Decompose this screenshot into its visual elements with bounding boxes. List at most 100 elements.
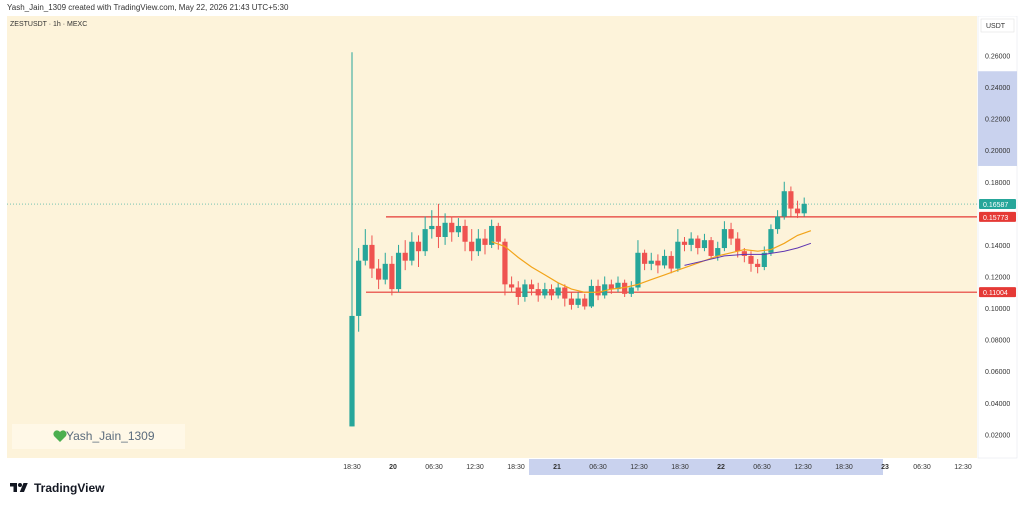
candle-body	[409, 241, 415, 261]
x-tick-label: 06:30	[589, 464, 607, 471]
candle-body	[435, 225, 442, 237]
candle-body	[695, 238, 701, 249]
y-tick-label: 0.06000	[985, 369, 1010, 376]
candle-body	[622, 282, 628, 294]
candle-body	[429, 225, 435, 230]
candle-body	[768, 229, 774, 253]
candle-body	[555, 287, 561, 296]
candle-body	[449, 222, 455, 233]
candle-body	[708, 240, 714, 256]
y-tick-label: 0.12000	[985, 274, 1010, 281]
candle-body	[455, 225, 461, 233]
y-tick-label: 0.04000	[985, 401, 1010, 408]
x-tick-label: 18:30	[507, 464, 525, 471]
candle-body	[369, 244, 375, 269]
candle-body	[502, 241, 508, 285]
price-highlight-range	[978, 71, 1017, 166]
candle-body	[775, 216, 781, 230]
x-tick-label: 06:30	[425, 464, 443, 471]
x-tick-label: 23	[881, 464, 889, 471]
x-tick-label: 18:30	[671, 464, 689, 471]
candle-body	[582, 298, 588, 307]
y-tick-label: 0.02000	[985, 432, 1010, 439]
y-tick-label: 0.14000	[985, 243, 1010, 250]
chart-created-caption: Yash_Jain_1309 created with TradingView.…	[7, 3, 289, 12]
candle-body	[721, 229, 727, 249]
x-tick-label: 06:30	[753, 464, 771, 471]
symbol-label: ZESTUSDT · 1h · MEXC	[10, 21, 87, 28]
candle-body	[495, 225, 501, 242]
candle-body	[761, 252, 767, 267]
footer: TradingView	[8, 481, 104, 495]
chart-frame[interactable]: 0.26000 0.24000 0.22000 0.20000 0.18000 0.140…	[0, 16, 1024, 476]
candle-body	[562, 287, 568, 299]
candle-body	[635, 252, 641, 288]
candle-body	[595, 285, 601, 296]
candle-body	[728, 229, 734, 239]
candle-body	[681, 241, 688, 245]
candle-body	[542, 289, 548, 296]
x-tick-label: 18:30	[343, 464, 361, 471]
candle-body	[788, 191, 794, 209]
candle-body	[715, 248, 721, 256]
candle-body	[568, 298, 575, 305]
candle-body	[675, 241, 681, 269]
green-heart-icon	[53, 430, 67, 442]
y-tick-label: 0.24000	[985, 85, 1010, 92]
candle-body	[462, 225, 468, 242]
x-tick-label: 12:30	[794, 464, 812, 471]
x-tick-label: 12:30	[466, 464, 484, 471]
candle-body	[755, 263, 761, 267]
candle-body	[748, 255, 754, 264]
candle-body	[422, 229, 428, 252]
y-tick-label: 0.26000	[985, 53, 1010, 60]
candle-body	[628, 287, 634, 294]
candle-body	[735, 238, 741, 252]
y-tick-label: 0.08000	[985, 338, 1010, 345]
candlestick-chart[interactable]: 0.26000 0.24000 0.22000 0.20000 0.18000 0.140…	[0, 16, 1024, 476]
price-label-badge	[979, 287, 1016, 298]
candle-body	[741, 251, 747, 256]
y-tick-label: 0.10000	[985, 306, 1010, 313]
moving-average-fast	[491, 230, 812, 293]
time-highlight-range	[529, 459, 883, 475]
candle-body	[648, 260, 654, 264]
x-tick-label: 06:30	[913, 464, 931, 471]
candle-body	[382, 263, 388, 280]
x-tick-label: 21	[553, 464, 561, 471]
candle-body	[376, 268, 382, 280]
candle-body	[442, 222, 448, 237]
candle-body	[469, 241, 475, 252]
x-tick-label: 22	[717, 464, 725, 471]
price-label-badge	[979, 199, 1016, 210]
x-tick-label: 12:30	[954, 464, 972, 471]
candle-body	[415, 241, 422, 252]
watermark-text: Yash_Jain_1309	[66, 429, 155, 443]
candle-body	[389, 263, 395, 290]
candle-body	[489, 225, 495, 245]
candle-body	[688, 238, 694, 245]
candle-body	[615, 282, 621, 290]
candle-body	[475, 238, 481, 252]
candle-body	[781, 191, 787, 217]
candle-body	[535, 289, 541, 296]
candle-body	[402, 252, 408, 261]
candle-body	[602, 284, 608, 296]
candle-body	[522, 284, 528, 297]
price-label-text: 0.11004	[983, 290, 1008, 297]
candle-body	[349, 315, 355, 427]
x-tick-label: 18:30	[835, 464, 853, 471]
watermark-badge	[12, 424, 185, 449]
price-label-text: 0.16587	[983, 202, 1008, 209]
candle-body	[356, 260, 362, 316]
currency-box	[980, 18, 1015, 33]
candle-body	[515, 287, 521, 297]
candle-body	[395, 252, 402, 290]
candle-body	[801, 203, 807, 214]
tradingview-logo-icon	[10, 483, 28, 492]
candle-body	[668, 255, 674, 269]
candle-body	[794, 208, 801, 214]
price-label-text: 0.15773	[983, 215, 1008, 222]
moving-average-slow	[684, 242, 812, 266]
candle-body	[575, 298, 581, 305]
